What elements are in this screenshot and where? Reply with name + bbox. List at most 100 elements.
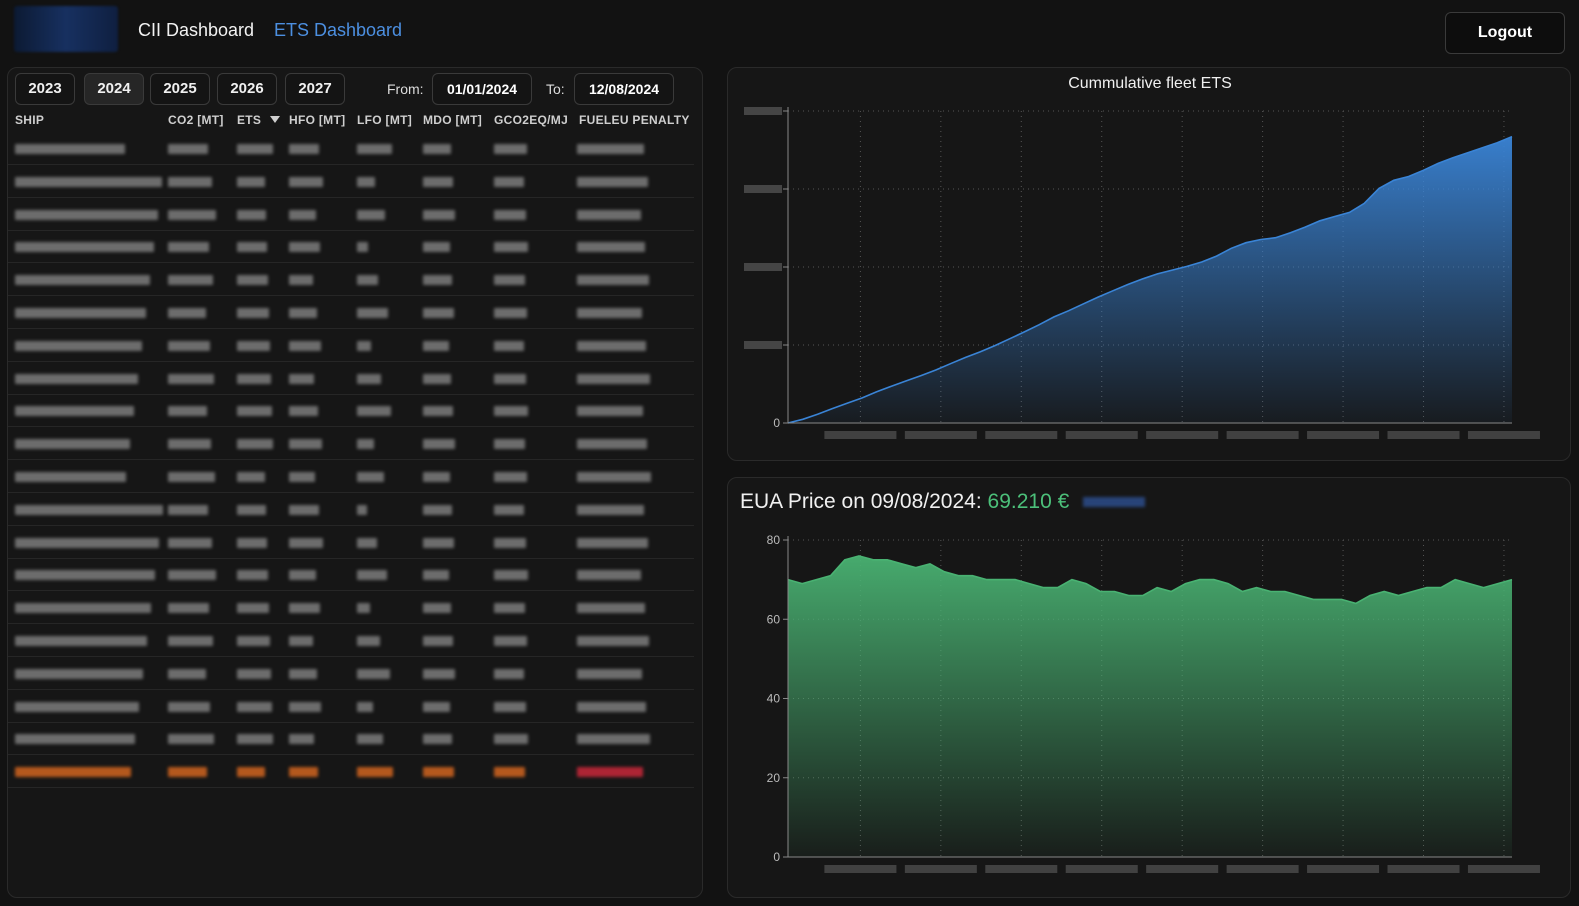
redacted-cell: [577, 603, 645, 614]
table-row[interactable]: [8, 493, 694, 526]
redacted-tick-label: [1065, 431, 1138, 439]
redacted-cell: [494, 439, 525, 450]
redacted-cell: [237, 242, 267, 253]
redacted-tick-label: [985, 865, 1058, 873]
redacted-cell: [577, 340, 646, 351]
redacted-cell: [15, 176, 162, 187]
redacted-cell: [494, 570, 528, 581]
redacted-cell: [168, 176, 212, 187]
table-row[interactable]: [8, 198, 694, 231]
redacted-cell: [357, 504, 367, 515]
redacted-cell: [577, 767, 643, 778]
year-button-2023[interactable]: 2023: [15, 73, 75, 105]
column-header-co2[interactable]: CO2 [MT]: [168, 113, 224, 127]
redacted-cell: [289, 668, 317, 679]
table-row[interactable]: [8, 526, 694, 559]
redacted-cell: [237, 537, 267, 548]
redacted-tick-label: [1146, 431, 1219, 439]
from-date-input[interactable]: 01/01/2024: [432, 73, 532, 105]
redacted-cell: [357, 209, 385, 220]
year-button-2024[interactable]: 2024: [84, 73, 144, 105]
table-row[interactable]: [8, 165, 694, 198]
year-button-2025[interactable]: 2025: [150, 73, 210, 105]
redacted-tick-label: [1467, 431, 1540, 439]
table-row[interactable]: [8, 362, 694, 395]
redacted-cell: [577, 701, 646, 712]
redacted-cell: [289, 734, 314, 745]
column-header-fueleu-penalty[interactable]: FUELEU PENALTY: [579, 113, 690, 127]
redacted-cell: [423, 176, 453, 187]
table-row[interactable]: [8, 690, 694, 723]
table-row[interactable]: [8, 132, 694, 165]
to-date-input[interactable]: 12/08/2024: [574, 73, 674, 105]
redacted-cell: [15, 439, 130, 450]
table-row[interactable]: [8, 296, 694, 329]
redacted-cell: [423, 472, 450, 482]
sort-desc-icon[interactable]: [270, 116, 280, 123]
redacted-cell: [423, 242, 450, 253]
company-logo[interactable]: [14, 6, 118, 52]
logout-button[interactable]: Logout: [1445, 12, 1565, 54]
redacted-cell: [577, 373, 650, 384]
redacted-cell: [577, 537, 648, 548]
redacted-cell: [423, 734, 452, 745]
table-row[interactable]: [8, 722, 694, 756]
redacted-cell: [168, 603, 209, 614]
redacted-cell: [237, 340, 270, 351]
redacted-cell: [494, 537, 526, 548]
redacted-tick-label: [744, 263, 782, 271]
fleet-ets-chart: 0: [744, 107, 1540, 439]
redacted-cell: [168, 340, 210, 351]
column-header-lfo[interactable]: LFO [MT]: [357, 113, 413, 127]
redacted-cell: [494, 668, 524, 679]
redacted-cell: [237, 373, 271, 384]
redacted-cell: [577, 406, 643, 417]
table-row[interactable]: [8, 394, 694, 428]
redacted-cell: [357, 472, 384, 482]
table-row[interactable]: [8, 263, 694, 297]
redacted-cell: [168, 537, 212, 548]
table-row[interactable]: [8, 657, 694, 690]
table-row[interactable]: [8, 624, 694, 657]
redacted-tick-label: [1226, 431, 1299, 439]
redacted-cell: [168, 144, 208, 154]
redacted-cell: [237, 472, 265, 482]
nav-ets-dashboard[interactable]: ETS Dashboard: [274, 20, 403, 40]
series-area: [788, 555, 1512, 857]
redacted-cell: [423, 636, 453, 646]
table-row[interactable]: [8, 460, 694, 493]
redacted-tick-label: [744, 107, 782, 115]
redacted-cell: [15, 570, 155, 581]
redacted-cell: [237, 570, 268, 581]
year-button-2027[interactable]: 2027: [285, 73, 345, 105]
table-row[interactable]: [8, 329, 694, 362]
y-tick-label: 20: [767, 771, 781, 785]
redacted-cell: [577, 504, 644, 515]
redacted-cell: [289, 242, 320, 253]
ships-table-panel: 2023 2024 2025 2026 2027 From: 01/01/202…: [7, 67, 703, 898]
column-header-gco2eq[interactable]: GCO2EQ/MJ: [494, 113, 569, 127]
column-header-hfo[interactable]: HFO [MT]: [289, 113, 346, 127]
column-header-mdo[interactable]: MDO [MT]: [423, 113, 483, 127]
nav-cii-dashboard[interactable]: CII Dashboard: [138, 20, 255, 40]
redacted-cell: [577, 242, 645, 253]
table-row[interactable]: [8, 755, 694, 789]
redacted-cell: [289, 701, 321, 712]
year-button-2026[interactable]: 2026: [217, 73, 277, 105]
redacted-cell: [577, 668, 642, 679]
redacted-cell: [15, 209, 158, 220]
table-row[interactable]: [8, 230, 694, 264]
column-header-ship[interactable]: SHIP: [15, 113, 45, 127]
table-row[interactable]: [8, 427, 694, 461]
eua-title-text: EUA Price on 09/08/2024:: [740, 490, 982, 513]
column-header-ets[interactable]: ETS: [237, 113, 262, 127]
redacted-cell: [577, 176, 648, 187]
redacted-cell: [289, 340, 321, 351]
redacted-cell: [423, 537, 454, 548]
redacted-cell: [237, 701, 272, 712]
redacted-cell: [494, 636, 527, 646]
redacted-cell: [237, 308, 269, 318]
redacted-cell: [357, 636, 380, 646]
table-row[interactable]: [8, 558, 694, 592]
table-row[interactable]: [8, 591, 694, 625]
